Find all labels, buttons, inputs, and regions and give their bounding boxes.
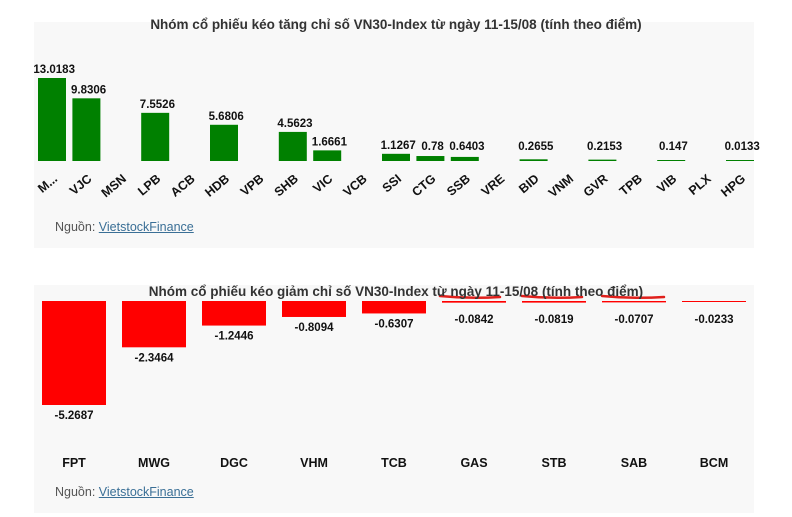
bar-M... — [38, 78, 66, 161]
value-label-MWG: -2.3464 — [134, 352, 174, 364]
category-label-FPT: FPT — [62, 456, 86, 470]
bar-VIC — [313, 150, 342, 161]
bar-GAS — [442, 301, 506, 303]
category-label-SSB: SSB — [444, 172, 473, 199]
category-label-VPB: VPB — [238, 172, 267, 199]
bar-STB — [522, 301, 586, 303]
value-label-SHB: 4.5623 — [277, 118, 312, 130]
category-label-VHM: VHM — [300, 456, 328, 470]
value-label-TCB: -0.6307 — [374, 318, 413, 330]
top-chart-title: Nhóm cổ phiếu kéo tăng chỉ số VN30-Index… — [150, 17, 642, 32]
value-label-BID: 0.2655 — [518, 141, 554, 153]
value-label-CTG: 0.78 — [421, 141, 444, 153]
bar-HPG — [726, 160, 754, 161]
category-label-MSN: MSN — [99, 172, 129, 201]
category-label-GAS: GAS — [460, 456, 487, 470]
bar-VIB — [657, 160, 686, 161]
category-label-SAB: SAB — [621, 456, 647, 470]
value-label-BCM: -0.0233 — [694, 314, 733, 326]
bar-SSB — [450, 156, 479, 161]
value-label-VHM: -0.8094 — [294, 322, 334, 334]
category-label-BCM: BCM — [700, 456, 728, 470]
category-label-M...: M... — [35, 172, 60, 196]
value-label-SAB: -0.0707 — [614, 314, 653, 326]
category-label-SSI: SSI — [380, 172, 404, 196]
bar-SSI — [382, 153, 410, 161]
value-label-VIC: 1.6661 — [312, 136, 348, 148]
bar-CTG — [416, 156, 445, 161]
underline-annotation-1 — [438, 294, 502, 300]
bar-BID — [519, 159, 548, 161]
source-prefix: Nguồn: — [55, 485, 99, 499]
bar-HDB — [210, 124, 238, 161]
bottom-source-line: Nguồn: VietstockFinance — [55, 485, 194, 499]
value-label-STB: -0.0819 — [534, 314, 573, 326]
source-prefix: Nguồn: — [55, 220, 99, 234]
category-label-VRE: VRE — [479, 172, 508, 199]
category-label-DGC: DGC — [220, 456, 248, 470]
category-label-ACB: ACB — [168, 172, 198, 200]
category-label-HDB: HDB — [202, 172, 232, 200]
top-source-line: Nguồn: VietstockFinance — [55, 220, 194, 234]
bar-VJC — [72, 98, 101, 161]
source-link[interactable]: VietstockFinance — [98, 485, 194, 499]
category-label-BID: BID — [516, 172, 541, 197]
category-label-VIB: VIB — [654, 172, 679, 196]
value-label-DGC: -1.2446 — [214, 331, 253, 343]
underline-annotation-3 — [600, 294, 666, 300]
category-label-CTG: CTG — [409, 172, 438, 200]
value-label-LPB: 7.5526 — [140, 99, 175, 111]
category-label-MWG: MWG — [138, 456, 170, 470]
value-label-VIB: 0.147 — [659, 141, 688, 153]
value-label-GAS: -0.0842 — [454, 314, 493, 326]
value-label-SSB: 0.6403 — [449, 141, 484, 153]
value-label-SSI: 1.1267 — [381, 140, 416, 152]
category-label-LPB: LPB — [135, 172, 163, 199]
category-label-VCB: VCB — [341, 172, 370, 200]
value-label-HDB: 5.6806 — [209, 111, 244, 123]
source-link[interactable]: VietstockFinance — [98, 220, 194, 234]
category-label-STB: STB — [542, 456, 567, 470]
bar-SHB — [278, 131, 307, 161]
bar-TCB — [362, 301, 426, 314]
value-label-GVR: 0.2153 — [587, 141, 622, 153]
value-label-FPT: -5.2687 — [54, 410, 93, 422]
underline-annotation-2 — [520, 294, 584, 300]
category-label-HPG: HPG — [718, 172, 748, 200]
category-label-VJC: VJC — [67, 172, 95, 198]
bar-GVR — [588, 159, 617, 161]
category-label-VIC: VIC — [310, 172, 335, 196]
value-label-VJC: 9.8306 — [71, 84, 106, 96]
bar-BCM — [682, 301, 746, 302]
bar-MWG — [122, 301, 186, 348]
bar-LPB — [141, 112, 170, 161]
category-label-TPB: TPB — [617, 172, 645, 199]
bottom-chart-title: Nhóm cổ phiếu kéo giảm chỉ số VN30-Index… — [148, 284, 644, 299]
category-label-TCB: TCB — [381, 456, 407, 470]
bar-VHM — [282, 301, 346, 317]
bar-FPT — [42, 301, 106, 405]
value-label-HPG: 0.0133 — [725, 141, 760, 153]
value-label-M...: 13.0183 — [33, 64, 75, 76]
category-label-VNM: VNM — [546, 172, 576, 201]
category-label-SHB: SHB — [272, 172, 301, 200]
bar-DGC — [202, 301, 266, 326]
bar-SAB — [602, 301, 666, 303]
category-label-PLX: PLX — [686, 171, 714, 198]
category-label-GVR: GVR — [581, 172, 611, 200]
